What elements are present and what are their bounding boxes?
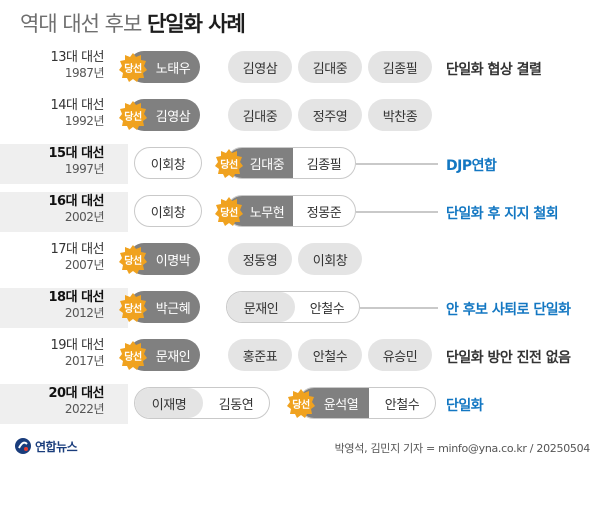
yonhap-logo: 연합뉴스 — [14, 437, 78, 455]
era-label: 18대 대선 2012년 — [48, 290, 105, 320]
connector-line — [356, 211, 438, 213]
win-badge-icon: 당선 — [118, 292, 148, 322]
result-text: DJP연합 — [446, 158, 497, 174]
alliance-pair: 이재명 김동연 — [134, 387, 270, 419]
yonhap-logo-icon — [15, 438, 31, 454]
era-label: 16대 대선 2002년 — [48, 194, 105, 224]
partner-pill: 안철수 — [309, 301, 345, 317]
title-bold: 단일화 사례 — [146, 12, 246, 36]
win-badge-icon: 당선 — [118, 100, 148, 130]
row-17: 17대 대선 2007년 이명박 당선 정동영 이회창 — [0, 238, 600, 284]
row-band — [0, 192, 128, 232]
candidate-pill: 김종필 — [368, 51, 432, 83]
row-14: 14대 대선 1992년 김영삼 당선 김대중 정주영 박찬종 — [0, 94, 600, 140]
candidate-pill: 정동영 — [228, 243, 292, 275]
row-16: 16대 대선 2002년 이회창 노무현 정몽준 당선 단일화 후 지지 철회 — [0, 190, 600, 236]
row-20: 20대 대선 2022년 이재명 김동연 윤석열 안철수 당선 단일화 — [0, 382, 600, 428]
win-badge-icon: 당선 — [118, 244, 148, 274]
alliance-pair: 문재인 안철수 — [226, 291, 360, 323]
era-label: 19대 대선 2017년 — [50, 338, 104, 368]
row-13: 13대 대선 1987년 노태우 당선 김영삼 김대중 김종필 단일화 협상 결… — [0, 46, 600, 92]
candidate-pill: 이회창 — [298, 243, 362, 275]
page-title: 역대 대선 후보 단일화 사례 — [20, 8, 246, 38]
alliance-pair: 노무현 정몽준 — [226, 195, 356, 227]
connector-line — [356, 163, 438, 165]
era-label: 14대 대선 1992년 — [50, 98, 104, 128]
candidate-pill: 문재인 — [227, 292, 295, 322]
row-band — [0, 288, 128, 328]
alliance-pair: 윤석열 안철수 — [298, 387, 436, 419]
win-badge-icon: 당선 — [118, 52, 148, 82]
era-label: 15대 대선 1997년 — [48, 146, 105, 176]
candidate-pill: 정주영 — [298, 99, 362, 131]
win-badge-icon: 당선 — [214, 196, 244, 226]
candidate-pill: 안철수 — [298, 339, 362, 371]
candidate-pill: 박찬종 — [368, 99, 432, 131]
era-label: 20대 대선 2022년 — [48, 386, 105, 416]
result-text: 안 후보 사퇴로 단일화 — [446, 302, 571, 318]
candidate-pill: 이회창 — [134, 147, 202, 179]
partner-pill: 김동연 — [218, 397, 254, 413]
row-18: 18대 대선 2012년 박근혜 당선 문재인 안철수 안 후보 사퇴로 단일화 — [0, 286, 600, 332]
era-label: 13대 대선 1987년 — [50, 50, 104, 80]
candidate-pill: 김영삼 — [228, 51, 292, 83]
row-band — [0, 384, 128, 424]
row-band — [0, 144, 128, 184]
credit-text: 박영석, 김민지 기자 = minfo@yna.co.kr / 20250504 — [334, 442, 591, 455]
win-badge-icon: 당선 — [286, 388, 316, 418]
logo-text: 연합뉴스 — [35, 439, 78, 454]
candidate-pill: 이재명 — [135, 388, 203, 418]
row-15: 15대 대선 1997년 이회창 김대중 김종필 당선 DJP연합 — [0, 142, 600, 188]
candidate-pill: 김대중 — [298, 51, 362, 83]
candidate-pill: 유승민 — [368, 339, 432, 371]
era-label: 17대 대선 2007년 — [50, 242, 104, 272]
result-text: 단일화 — [446, 398, 484, 414]
partner-pill: 정몽준 — [306, 205, 342, 221]
partner-pill: 안철수 — [384, 397, 420, 413]
result-text: 단일화 후 지지 철회 — [446, 206, 559, 222]
win-badge-icon: 당선 — [118, 340, 148, 370]
candidate-pill: 김대중 — [228, 99, 292, 131]
partner-pill: 김종필 — [306, 157, 342, 173]
result-text: 단일화 협상 결렬 — [446, 62, 542, 78]
alliance-pair: 김대중 김종필 — [226, 147, 356, 179]
candidate-pill: 홍준표 — [228, 339, 292, 371]
candidate-pill: 이회창 — [134, 195, 202, 227]
connector-line — [360, 307, 438, 309]
title-light: 역대 대선 후보 — [20, 12, 142, 36]
win-badge-icon: 당선 — [214, 148, 244, 178]
result-text: 단일화 방안 진전 없음 — [446, 350, 571, 366]
row-19: 19대 대선 2017년 문재인 당선 홍준표 안철수 유승민 단일화 방안 진… — [0, 334, 600, 380]
